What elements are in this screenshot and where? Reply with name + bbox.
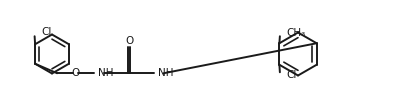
Text: NH: NH: [158, 68, 173, 78]
Text: O: O: [125, 36, 133, 46]
Text: Cl: Cl: [41, 27, 51, 37]
Text: CH₃: CH₃: [286, 28, 305, 38]
Text: O: O: [71, 68, 79, 78]
Text: Cl: Cl: [286, 70, 296, 80]
Text: NH: NH: [98, 68, 114, 78]
